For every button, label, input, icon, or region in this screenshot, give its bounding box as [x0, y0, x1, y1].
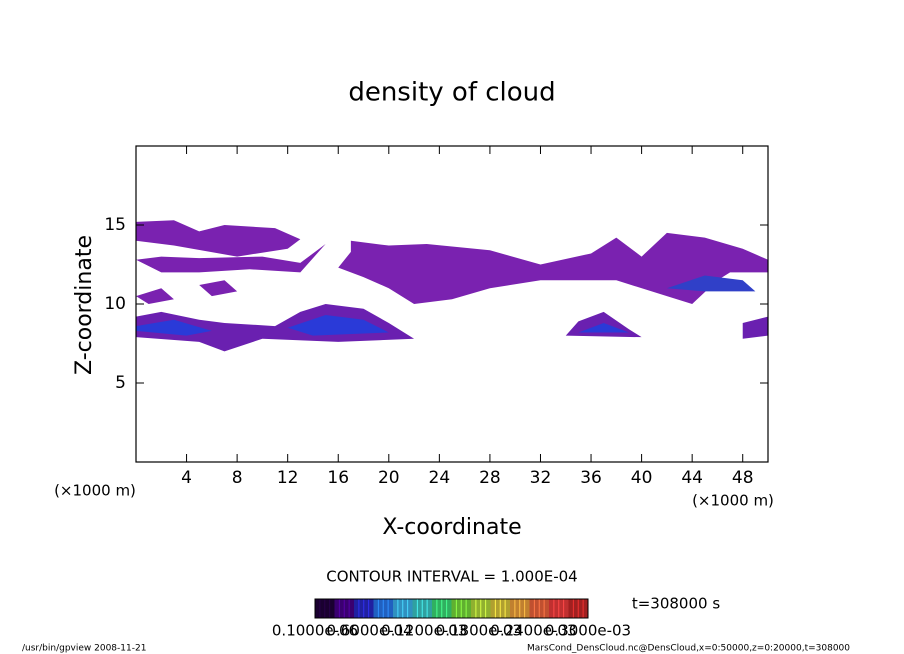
x-axis-label: X-coordinate	[382, 515, 521, 540]
colorbar-frame	[314, 598, 589, 619]
x-tick-label: 4	[181, 468, 192, 488]
x-unit: (×1000 m)	[692, 492, 774, 510]
colorbar-label: 0.1800e-03	[436, 622, 522, 640]
colorbar-label: 0.3000e-03	[545, 622, 631, 640]
y-axis-label: Z-coordinate	[72, 235, 97, 375]
x-tick-label: 8	[232, 468, 243, 488]
y-tick-label: 5	[115, 373, 126, 393]
x-tick-label: 32	[530, 468, 552, 488]
cloud-region	[136, 319, 212, 336]
x-tick-label: 40	[631, 468, 653, 488]
colorbar	[314, 598, 589, 619]
cloud-region	[199, 280, 238, 297]
cloud-region	[136, 243, 326, 273]
x-tick-label: 44	[681, 468, 703, 488]
colorbar-label: 0.6000e-04	[326, 622, 412, 640]
x-tick-label: 12	[277, 468, 299, 488]
x-tick-label: 28	[479, 468, 501, 488]
contour-field	[136, 217, 768, 352]
cloud-region	[136, 304, 415, 352]
footer-right: MarsCond_DensCloud.nc@DensCloud,x=0:5000…	[527, 644, 850, 654]
plot-frame	[135, 145, 769, 463]
x-tick-label: 16	[327, 468, 349, 488]
cloud-region	[136, 288, 174, 304]
cloud-region	[578, 322, 629, 333]
x-tick-label: 36	[580, 468, 602, 488]
colorbar-label: 0.1200e-03	[381, 622, 467, 640]
time-label: t=308000 s	[632, 595, 720, 613]
cloud-region	[287, 315, 389, 336]
cloud-region	[666, 275, 756, 292]
cloud-region	[742, 316, 768, 339]
y-unit: (×1000 m)	[54, 482, 136, 500]
colorbar-label: 0.2400e-03	[490, 622, 576, 640]
cloud-region	[136, 220, 301, 257]
y-tick-label: 15	[104, 215, 126, 235]
x-tick-label: 20	[378, 468, 400, 488]
chart-title: density of cloud	[348, 78, 555, 108]
colorbar-label: 0.1000e-06	[272, 622, 358, 640]
x-tick-label: 48	[732, 468, 754, 488]
cloud-region	[338, 217, 768, 304]
contour-interval: CONTOUR INTERVAL = 1.000E-04	[326, 568, 577, 586]
footer-left: /usr/bin/gpview 2008-11-21	[22, 644, 146, 654]
x-tick-label: 24	[429, 468, 451, 488]
y-tick-label: 10	[104, 294, 126, 314]
